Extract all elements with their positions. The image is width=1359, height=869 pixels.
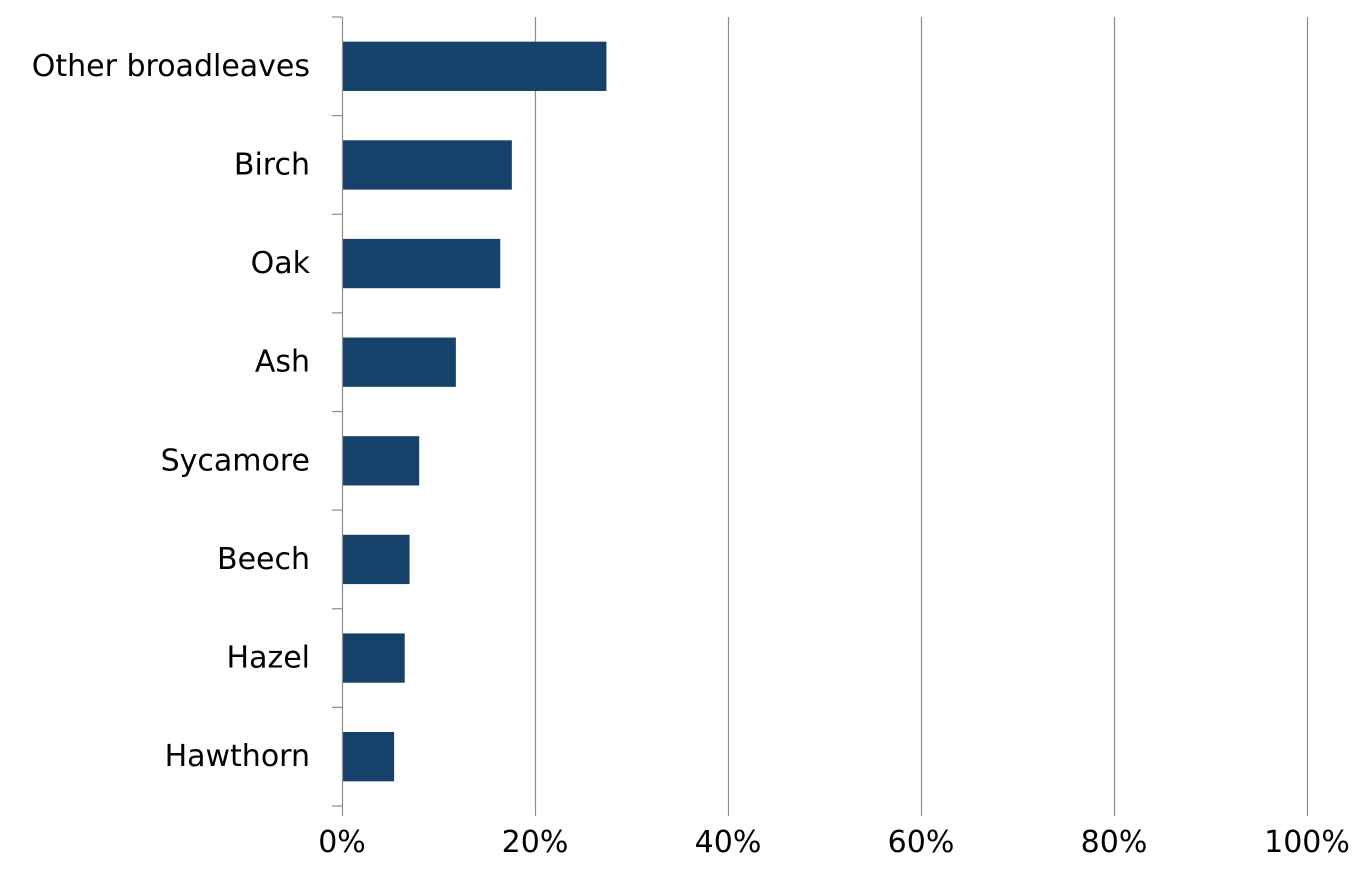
category-label: Hazel — [227, 641, 310, 676]
x-tick-label: 20% — [502, 825, 569, 860]
bar-hawthorn — [342, 732, 395, 782]
bar-sycamore — [342, 436, 420, 486]
bar-hazel — [342, 633, 405, 683]
bar-ash — [342, 337, 456, 387]
x-tick-label: 80% — [1081, 825, 1148, 860]
x-tick-label: 100% — [1264, 825, 1350, 860]
x-tick-label: 60% — [888, 825, 955, 860]
category-label: Other broadleaves — [32, 49, 310, 84]
bar-other-broadleaves — [342, 41, 607, 91]
gridlines — [534, 17, 1309, 806]
axes — [332, 16, 1309, 816]
x-tick-label: 0% — [318, 825, 366, 860]
category-label: Sycamore — [161, 443, 310, 478]
x-tick-label: 40% — [695, 825, 762, 860]
category-label: Ash — [255, 345, 310, 380]
bar-beech — [342, 534, 410, 585]
category-label: Birch — [234, 147, 310, 182]
bar-oak — [342, 238, 501, 289]
bar-birch — [342, 140, 512, 190]
bars — [342, 41, 607, 782]
category-label: Hawthorn — [165, 739, 310, 774]
category-label: Beech — [217, 542, 310, 577]
labels: Other broadleaves Birch Oak Ash Sycamore Beec… — [32, 49, 1350, 860]
category-label: Oak — [251, 246, 311, 281]
